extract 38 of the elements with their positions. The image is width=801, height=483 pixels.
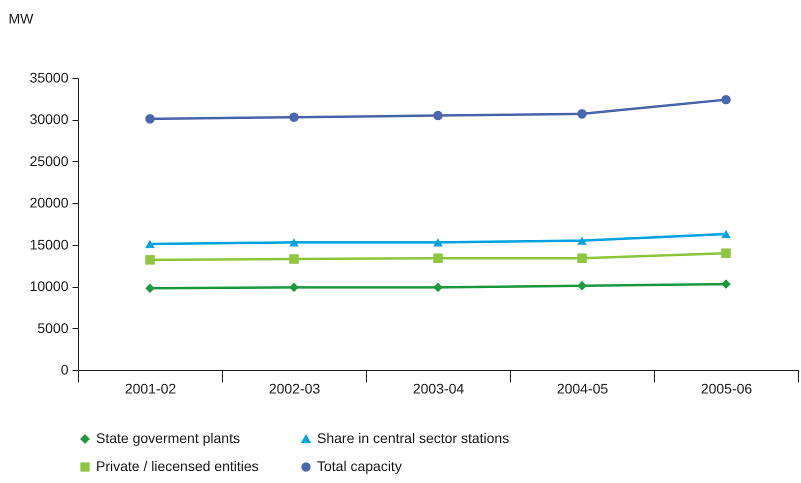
legend-label: Share in central sector stations xyxy=(317,430,510,446)
x-tick-label: 2003-04 xyxy=(412,380,464,396)
point xyxy=(289,282,299,292)
legend-label: Total capacity xyxy=(317,458,402,474)
y-tick-label: 20000 xyxy=(30,194,69,211)
point xyxy=(721,94,731,104)
point xyxy=(289,112,299,122)
point xyxy=(577,253,587,263)
point xyxy=(577,109,587,119)
y-axis-title: MW xyxy=(8,10,34,26)
x-tick-label: 2001-02 xyxy=(124,380,176,396)
point xyxy=(433,282,443,292)
point xyxy=(721,248,731,258)
point xyxy=(145,255,155,265)
point xyxy=(433,238,443,246)
x-tick-label: 2005-06 xyxy=(700,380,752,396)
point xyxy=(289,254,299,264)
point xyxy=(145,283,155,293)
legend-label: State goverment plants xyxy=(96,430,240,446)
legend-label: Private / liecensed entities xyxy=(96,458,259,474)
x-tick-label: 2002-03 xyxy=(268,380,320,396)
point xyxy=(145,240,155,248)
point xyxy=(433,253,443,263)
y-tick-label: 5000 xyxy=(37,320,69,336)
y-tick-label: 10000 xyxy=(30,278,69,294)
point xyxy=(721,230,731,238)
y-tick-label: 25000 xyxy=(30,152,69,169)
point xyxy=(577,236,587,245)
point xyxy=(289,238,299,246)
y-tick-label: 35000 xyxy=(30,70,69,86)
y-tick-label: 0 xyxy=(60,362,69,378)
y-tick-label: 15000 xyxy=(30,236,69,252)
point xyxy=(433,110,443,120)
point xyxy=(145,114,155,124)
point xyxy=(721,279,731,289)
x-tick-label: 2004-05 xyxy=(556,380,608,396)
point xyxy=(577,280,587,290)
y-tick-label: 30000 xyxy=(30,111,69,128)
